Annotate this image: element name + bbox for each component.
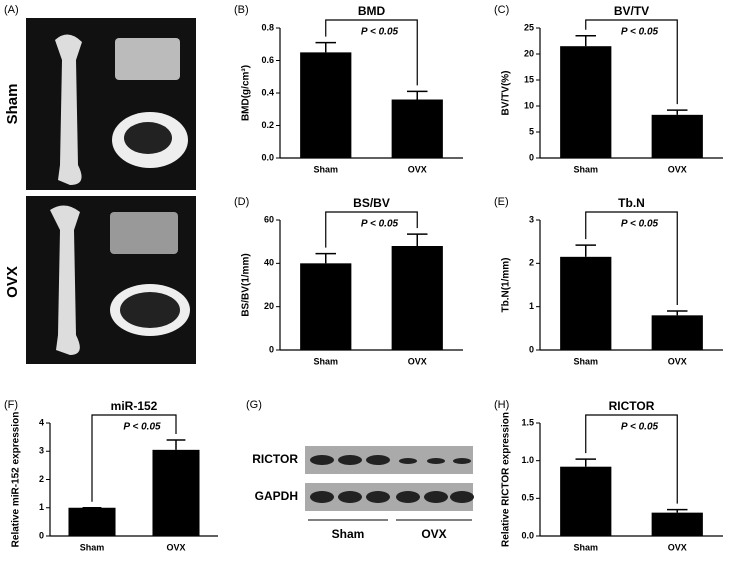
x-tick-label: OVX [668, 542, 687, 552]
y-tick-label: 0.0 [521, 530, 534, 540]
trabecular [110, 212, 178, 254]
bar [300, 263, 352, 350]
y-tick-label: 3 [39, 446, 44, 456]
cortical [124, 122, 172, 154]
significance-bracket [325, 19, 418, 86]
cortical [120, 292, 180, 328]
y-axis-label: BS/BV(1/mm) [241, 253, 252, 316]
annotation: P < 0.05 [361, 27, 399, 38]
y-tick-label: 0.8 [261, 22, 274, 32]
bar [560, 46, 612, 159]
bar [300, 52, 352, 158]
x-tick-label: Sham [573, 542, 598, 552]
femur [50, 205, 80, 355]
protein-label: GAPDH [255, 489, 298, 503]
chart-title: miR-152 [111, 399, 158, 413]
x-tick-label: Sham [573, 164, 598, 174]
significance-bracket [91, 414, 177, 502]
y-tick-label: 3 [529, 214, 534, 224]
chart-title: RICTOR [609, 399, 655, 413]
group-label: OVX [4, 266, 21, 298]
femur [55, 34, 82, 185]
bar [651, 315, 703, 350]
panel-label: (A) [4, 4, 19, 16]
group-label: Sham [4, 84, 21, 125]
annotation: P < 0.05 [361, 219, 399, 230]
y-tick-label: 0 [529, 344, 534, 354]
bands [310, 455, 474, 503]
chart-title: BMD [358, 4, 386, 18]
chart-title: BV/TV [614, 4, 649, 18]
significance-bracket [325, 211, 418, 248]
y-tick-label: 0.5 [521, 493, 534, 503]
y-tick-label: 25 [524, 22, 534, 32]
bar [391, 99, 443, 158]
y-tick-label: 15 [524, 74, 534, 84]
y-tick-label: 20 [524, 48, 534, 58]
y-tick-label: 0 [39, 530, 44, 540]
y-tick-label: 2 [39, 474, 44, 484]
bar [651, 512, 703, 536]
y-axis-label: BMD(g/cm³) [241, 65, 252, 121]
y-tick-label: 4 [39, 417, 44, 427]
y-axis-label: Tb.N(1/mm) [501, 258, 512, 313]
x-tick-label: OVX [408, 164, 427, 174]
panel-label: (H) [494, 399, 509, 411]
panel-label: (C) [494, 4, 509, 16]
y-axis-label: BV/TV(%) [501, 71, 512, 116]
y-tick-label: 20 [264, 301, 274, 311]
bar [152, 449, 200, 536]
x-tick-label: Sham [313, 164, 338, 174]
y-tick-label: 0.4 [261, 87, 274, 97]
significance-bracket [585, 19, 678, 105]
bar [560, 256, 612, 350]
y-tick-label: 0.2 [261, 120, 274, 130]
significance-bracket [585, 211, 678, 305]
y-tick-label: 5 [529, 126, 534, 136]
x-tick-label: OVX [166, 542, 185, 552]
panel-label: (B) [234, 4, 249, 16]
x-tick-label: OVX [668, 164, 687, 174]
significance-bracket [585, 414, 678, 504]
y-tick-label: 0.6 [261, 55, 274, 65]
y-tick-label: 1.0 [521, 455, 534, 465]
y-tick-label: 0.0 [261, 152, 274, 162]
y-tick-label: 0 [269, 344, 274, 354]
y-tick-label: 60 [264, 214, 274, 224]
x-tick-label: Sham [573, 356, 598, 366]
annotation: P < 0.05 [621, 27, 659, 38]
group-label: OVX [421, 527, 446, 541]
panel-label: (E) [494, 196, 509, 208]
y-tick-label: 10 [524, 100, 534, 110]
x-tick-label: OVX [668, 356, 687, 366]
y-tick-label: 0 [529, 152, 534, 162]
group-label: Sham [332, 527, 365, 541]
trabecular [115, 38, 180, 80]
annotation: P < 0.05 [621, 422, 659, 433]
chart-title: BS/BV [353, 196, 390, 210]
protein-label: RICTOR [252, 452, 298, 466]
y-tick-label: 40 [264, 258, 274, 268]
y-axis-label: Relative miR-152 expression [11, 412, 22, 548]
y-axis-label: Relative RICTOR expression [501, 412, 512, 547]
bar [651, 114, 703, 158]
bar [68, 507, 116, 536]
bar [391, 246, 443, 350]
y-tick-label: 2 [529, 258, 534, 268]
bar [560, 466, 612, 536]
y-tick-label: 1 [529, 301, 534, 311]
chart-title: Tb.N [618, 196, 645, 210]
y-tick-label: 1 [39, 502, 44, 512]
x-tick-label: Sham [313, 356, 338, 366]
annotation: P < 0.05 [621, 219, 659, 230]
panel-label: (G) [246, 399, 262, 411]
y-tick-label: 1.5 [521, 417, 534, 427]
x-tick-label: OVX [408, 356, 427, 366]
x-tick-label: Sham [80, 542, 105, 552]
annotation: P < 0.05 [123, 422, 161, 433]
panel-label: (D) [234, 196, 249, 208]
panel-label: (F) [4, 399, 18, 411]
